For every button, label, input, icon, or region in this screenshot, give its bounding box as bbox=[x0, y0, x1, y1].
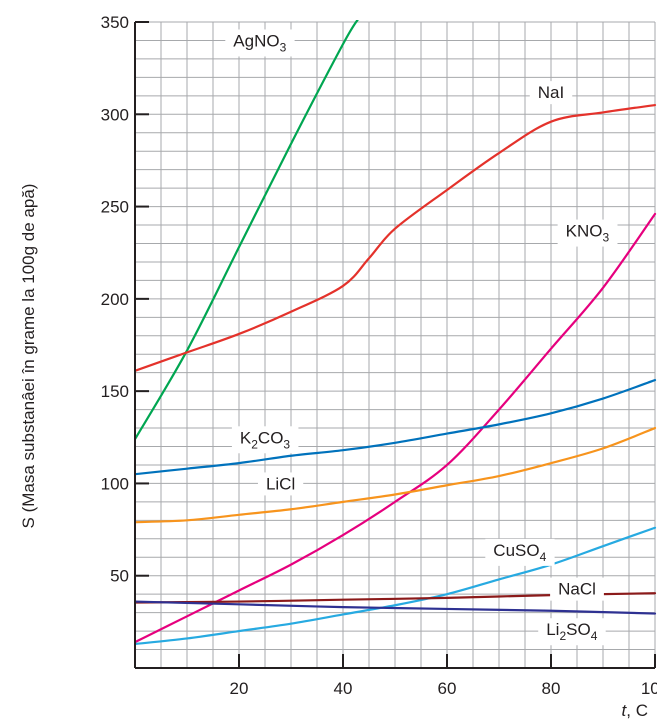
curves bbox=[135, 20, 657, 646]
series-label-background bbox=[485, 538, 555, 566]
series-line-licl bbox=[135, 426, 657, 524]
x-axis-title: t, C bbox=[622, 701, 648, 720]
y-tick-label: 250 bbox=[101, 198, 129, 217]
series-label-text: NaI bbox=[538, 83, 564, 102]
series-label-k2co3: K2CO3 bbox=[231, 426, 299, 454]
x-tick-label: 100 bbox=[641, 679, 657, 698]
series-label-text: K2CO3 bbox=[240, 428, 291, 451]
x-tick-label: 40 bbox=[334, 679, 353, 698]
series-label-background bbox=[557, 219, 618, 247]
series-label-licl: LiCl bbox=[257, 472, 304, 496]
y-tick-label: 200 bbox=[101, 290, 129, 309]
series-label-kno3: KNO3 bbox=[557, 219, 618, 247]
y-tick-label: 50 bbox=[110, 567, 129, 586]
series-line-kno3 bbox=[135, 212, 657, 644]
series-label-text: KNO3 bbox=[566, 222, 610, 245]
series-label-background bbox=[538, 618, 606, 646]
y-axis-title: S (Masa substanâei în grame la 100g de a… bbox=[19, 184, 38, 529]
x-tick-label: 20 bbox=[230, 679, 249, 698]
series-label-text: NaCl bbox=[558, 580, 596, 599]
y-tick-label: 150 bbox=[101, 382, 129, 401]
series-label-background bbox=[257, 472, 304, 496]
series-line-agno3 bbox=[135, 20, 359, 441]
series-label-text: CuSO4 bbox=[493, 541, 546, 564]
series-label-background bbox=[529, 81, 573, 105]
axes: 50 100 150 200 250 300 350 20 40 60 80 100 bbox=[101, 13, 657, 698]
y-tick-label: 350 bbox=[101, 13, 129, 32]
series-label-nai: NaI bbox=[529, 81, 573, 105]
series-label-nacl: NaCl bbox=[550, 577, 604, 601]
grid bbox=[135, 21, 656, 668]
series-line-li2so4 bbox=[135, 600, 657, 615]
y-tick-label: 100 bbox=[101, 474, 129, 493]
y-tick-label: 300 bbox=[101, 105, 129, 124]
series-label-background bbox=[225, 29, 295, 57]
series-label-background bbox=[550, 577, 604, 601]
series-label-li2so4: Li2SO4 bbox=[538, 618, 606, 646]
series-label-background bbox=[231, 426, 299, 454]
x-tick-label: 80 bbox=[542, 679, 561, 698]
series-line-nai bbox=[135, 103, 657, 372]
x-tick-label: 60 bbox=[438, 679, 457, 698]
series-line-k2co3 bbox=[135, 378, 657, 476]
series-label-text: Li2SO4 bbox=[546, 620, 597, 643]
series-label-cuso4: CuSO4 bbox=[485, 538, 555, 566]
series-line-cuso4 bbox=[135, 526, 657, 646]
series-label-text: AgNO3 bbox=[233, 31, 286, 54]
series-label-agno3: AgNO3 bbox=[225, 29, 295, 57]
series-label-text: LiCl bbox=[266, 474, 295, 493]
series-labels: AgNO3 NaI KNO3 K2CO3 LiCl CuSO4 NaCl Li2SO4 bbox=[225, 29, 618, 646]
